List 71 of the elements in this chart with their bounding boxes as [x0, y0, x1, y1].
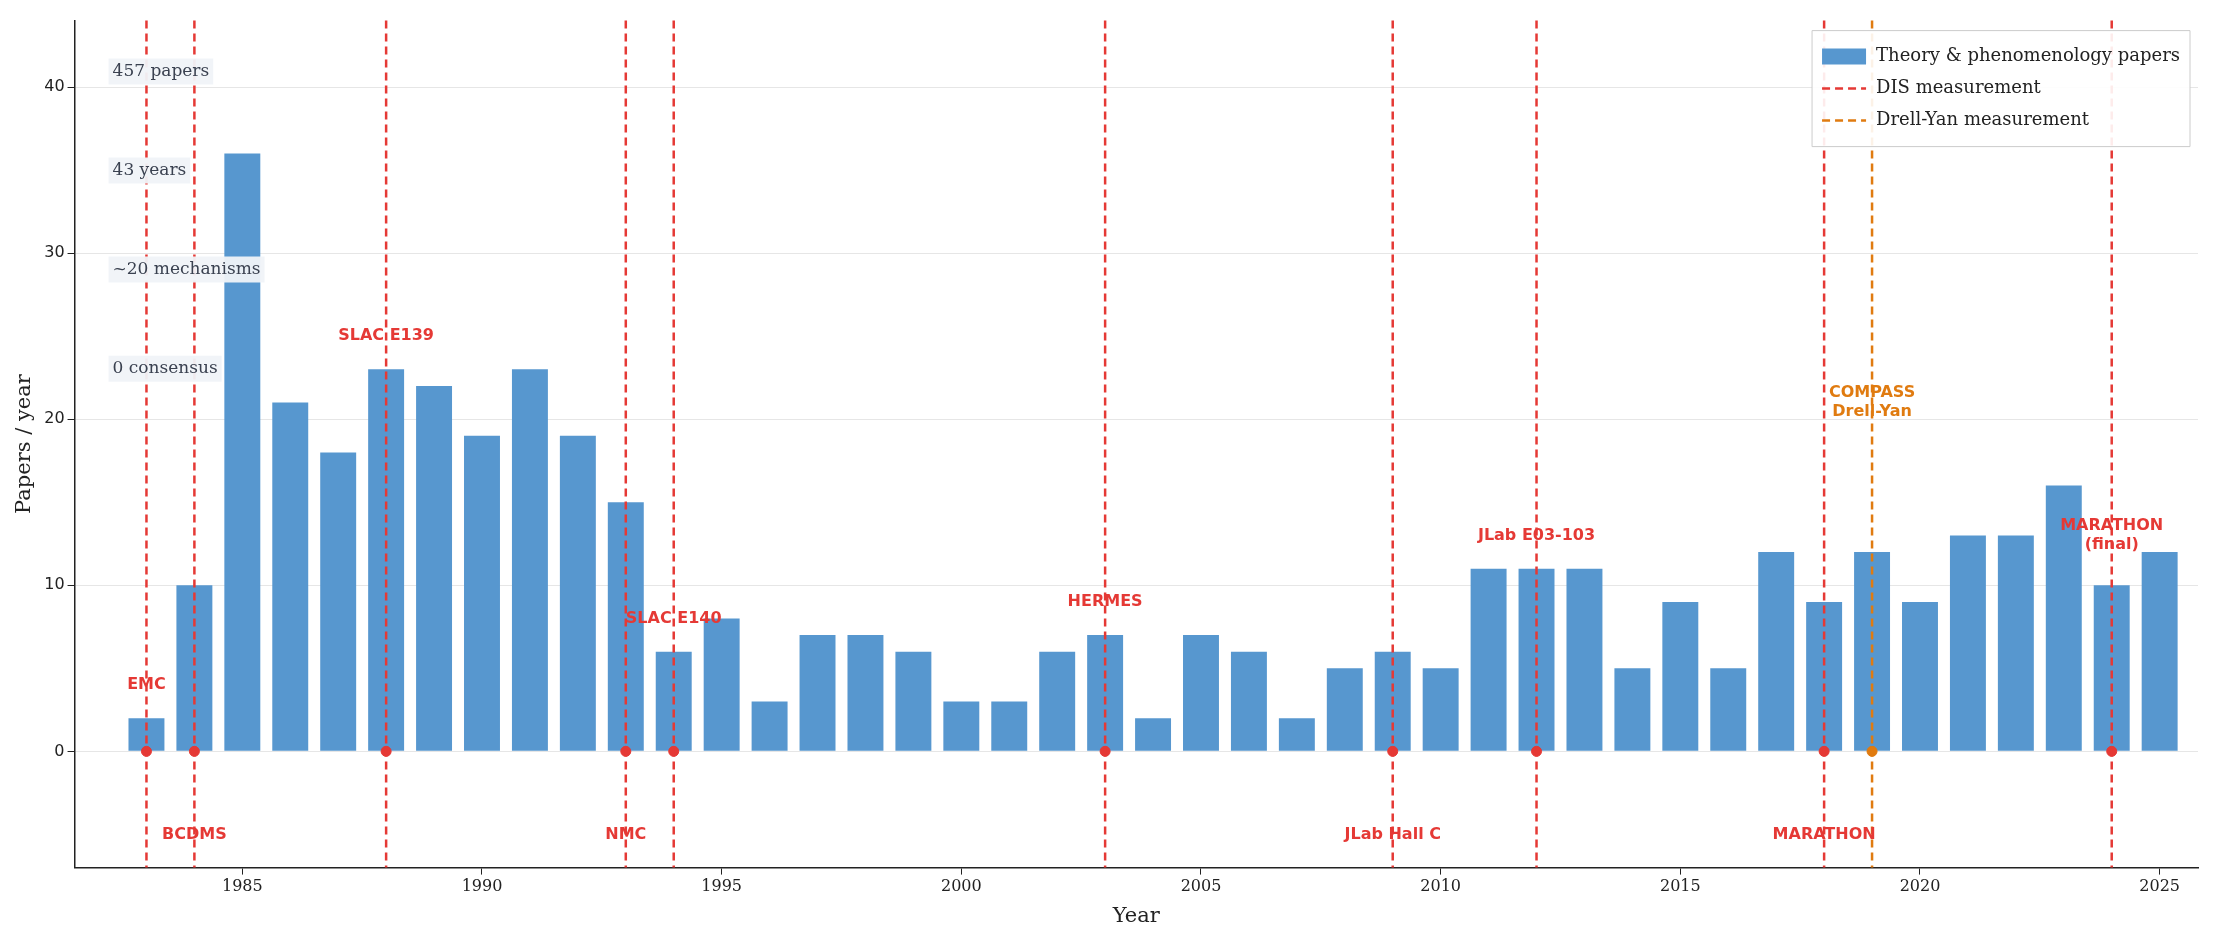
annotation: 43 years	[112, 158, 187, 179]
bar	[1087, 635, 1124, 751]
bar	[368, 369, 405, 751]
bar	[2093, 585, 2130, 751]
bar	[1183, 635, 1219, 751]
bar	[1135, 718, 1172, 751]
annotation: JLab Hall C	[1343, 823, 1441, 843]
y-tick-label: 20	[44, 408, 65, 428]
bar	[1902, 601, 1938, 751]
bar	[1422, 668, 1459, 751]
annotation: 0 consensus	[112, 357, 218, 378]
bar	[1854, 552, 1891, 751]
annotation: ~20 mechanisms	[112, 258, 261, 279]
bar	[176, 585, 213, 751]
annotation: MARATHON	[1772, 823, 1876, 843]
legend-label: DIS measurement	[1876, 76, 2042, 98]
annotation: COMPASS Drell-Yan	[1828, 382, 1916, 421]
x-tick-label: 2015	[1659, 876, 1701, 896]
bar	[272, 402, 309, 751]
bar	[1614, 668, 1651, 751]
bar	[991, 701, 1028, 751]
y-tick-label: 10	[44, 574, 65, 594]
bar	[1662, 601, 1699, 751]
y-tick-label: 30	[44, 242, 65, 262]
bar	[1039, 651, 1076, 751]
x-tick-label: 1995	[701, 876, 743, 896]
x-tick-label: 2005	[1180, 876, 1222, 896]
legend-label: Theory & phenomenology papers	[1876, 44, 2180, 66]
x-tick-label: 1990	[461, 876, 503, 896]
bar	[1806, 601, 1843, 751]
bar	[128, 718, 165, 751]
bar	[320, 452, 357, 751]
y-tick-label: 40	[44, 76, 65, 96]
bar	[1230, 651, 1267, 751]
bar	[1949, 535, 1986, 751]
x-tick-label: 2025	[2139, 876, 2181, 896]
bar	[847, 635, 884, 751]
bar	[464, 435, 500, 751]
bar	[511, 369, 548, 751]
bar	[1758, 552, 1795, 751]
bar	[559, 435, 596, 751]
x-tick-label: 2020	[1899, 876, 1941, 896]
x-tick-label: 1985	[221, 876, 263, 896]
bar	[1518, 568, 1555, 751]
bar	[1470, 568, 1507, 751]
x-tick-label: 2010	[1420, 876, 1462, 896]
x-tick-label: 2000	[940, 876, 982, 896]
bar	[1326, 668, 1363, 751]
annotation: EMC	[127, 674, 166, 694]
x-axis-title: Year	[1111, 902, 1161, 927]
bar	[1997, 535, 2034, 751]
bar	[751, 701, 788, 751]
annotation: HERMES	[1067, 591, 1143, 611]
annotation: SLAC E139	[338, 325, 434, 345]
bar	[416, 385, 453, 751]
bar	[1710, 668, 1747, 751]
legend-label: Drell-Yan measurement	[1876, 108, 2090, 130]
bar	[1278, 718, 1315, 751]
bar	[2141, 552, 2178, 751]
annotation: JLab E03-103	[1476, 524, 1596, 544]
bar	[943, 701, 980, 751]
bar	[1374, 651, 1411, 751]
annotation: NMC	[605, 823, 647, 843]
bar	[799, 635, 836, 751]
annotation: 457 papers	[112, 59, 210, 80]
bar	[1566, 568, 1603, 751]
bar	[655, 651, 692, 751]
annotation: BCDMS	[162, 823, 227, 843]
bar	[895, 651, 932, 751]
y-axis-title: Papers / year	[11, 373, 36, 514]
y-tick-label: 0	[54, 740, 65, 760]
